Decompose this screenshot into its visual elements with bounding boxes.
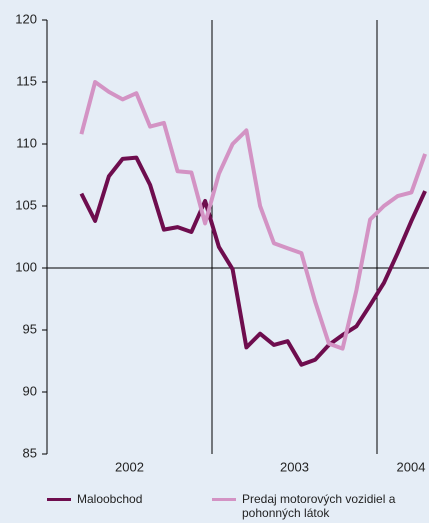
legend-label: Maloobchod	[77, 492, 143, 506]
plot: 85 90 95 100 105 110 115 120 2002 2003 2004	[15, 11, 429, 474]
y-tick-label: 95	[23, 321, 37, 336]
legend-swatch	[212, 498, 236, 501]
series-line	[79, 155, 427, 367]
legend-label: Predaj motorových vozidiel a pohonných l…	[242, 492, 396, 520]
legend-item: Maloobchod	[47, 492, 142, 506]
x-group-label: 2004	[397, 459, 426, 474]
y-tick-label: 115	[16, 73, 37, 88]
x-group-label: 2002	[115, 459, 144, 474]
y-tick-label: 105	[15, 197, 37, 212]
y-tick-label: 90	[23, 383, 37, 398]
y-tick-label: 120	[15, 11, 37, 26]
y-tick-label: 85	[23, 445, 37, 460]
legend-swatch	[47, 498, 71, 501]
legend-item: Predaj motorových vozidiel a pohonných l…	[212, 492, 412, 520]
y-tick-label: 100	[15, 259, 37, 274]
series-line	[79, 80, 427, 351]
x-group-label: 2003	[280, 459, 309, 474]
y-tick-label: 110	[16, 135, 37, 150]
